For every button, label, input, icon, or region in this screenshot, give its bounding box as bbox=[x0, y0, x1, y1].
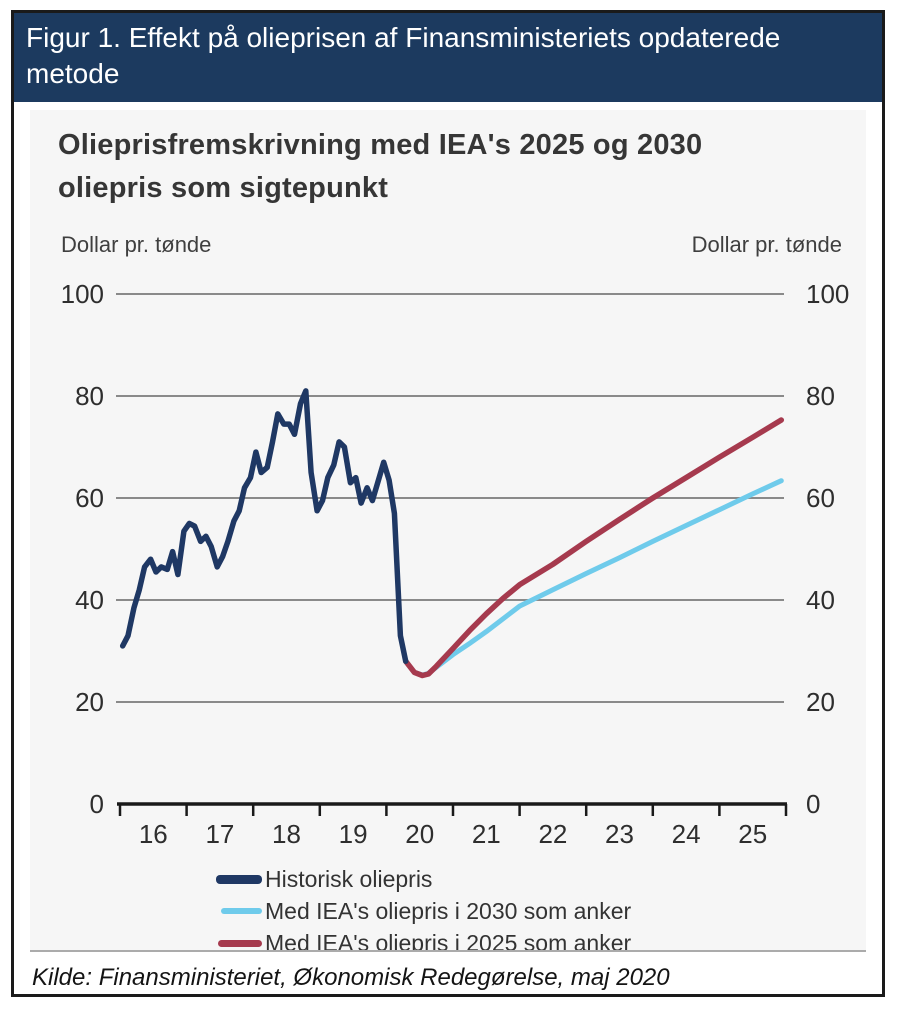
legend-swatch bbox=[216, 874, 262, 884]
legend-label: Med IEA's oliepris i 2025 som anker bbox=[265, 929, 632, 952]
axis-unit-row: Dollar pr. tønde Dollar pr. tønde bbox=[30, 232, 866, 258]
y-tick-label-left: 0 bbox=[90, 789, 104, 819]
chart-legend: Historisk oliepris Med IEA's oliepris i 2… bbox=[216, 863, 866, 952]
y-tick-label-right: 20 bbox=[806, 687, 835, 717]
oil-price-line-chart: 0 0 20 20 40 40 60 60 80 80 100 100 16 17 18 19 20 21 22 23… bbox=[61, 279, 850, 849]
x-tick-label: 17 bbox=[205, 819, 234, 849]
x-tick-label: 19 bbox=[339, 819, 368, 849]
chart-title: Olieprisfremskrivning med IEA's 2025 og … bbox=[58, 129, 703, 204]
chart-area: 0 0 20 20 40 40 60 60 80 80 100 100 16 17 18 19 20 21 22 23… bbox=[30, 264, 866, 861]
y-tick-label-left: 20 bbox=[75, 687, 104, 717]
y-tick-label-left: 100 bbox=[61, 279, 104, 309]
source-note: Kilde: Finansministeriet, Økonomisk Rede… bbox=[32, 964, 670, 991]
legend-label: Historisk oliepris bbox=[265, 865, 433, 892]
left-axis-unit-label: Dollar pr. tønde bbox=[61, 232, 212, 257]
legend-item: Med IEA's oliepris i 2025 som anker bbox=[216, 927, 866, 952]
series-line-2 bbox=[402, 417, 785, 679]
series-line-1 bbox=[403, 478, 784, 678]
x-tick-label: 16 bbox=[139, 819, 168, 849]
x-tick-label: 20 bbox=[405, 819, 434, 849]
right-axis-unit-label: Dollar pr. tønde bbox=[691, 232, 842, 257]
y-tick-label-right: 40 bbox=[806, 585, 835, 615]
legend-item: Med IEA's oliepris i 2030 som anker bbox=[216, 895, 866, 927]
figure-title: Figur 1. Effekt på olieprisen af Finansm… bbox=[14, 13, 882, 102]
x-tick-label: 21 bbox=[472, 819, 501, 849]
chart-panel: Olieprisfremskrivning med IEA's 2025 og … bbox=[30, 110, 866, 952]
x-tick-label: 24 bbox=[672, 819, 701, 849]
x-tick-label: 22 bbox=[538, 819, 567, 849]
x-tick-label: 23 bbox=[605, 819, 634, 849]
y-tick-label-right: 0 bbox=[806, 789, 820, 819]
y-tick-label-left: 40 bbox=[75, 585, 104, 615]
legend-swatch bbox=[216, 939, 262, 947]
x-tick-label: 25 bbox=[738, 819, 767, 849]
x-tick-label: 18 bbox=[272, 819, 301, 849]
y-tick-label-left: 60 bbox=[75, 483, 104, 513]
series-line-0 bbox=[119, 388, 409, 664]
y-tick-label-right: 80 bbox=[806, 381, 835, 411]
y-tick-label-right: 100 bbox=[806, 279, 849, 309]
legend-item: Historisk oliepris bbox=[216, 863, 866, 895]
y-tick-label-right: 60 bbox=[806, 483, 835, 513]
y-tick-label-left: 80 bbox=[75, 381, 104, 411]
figure-frame: Figur 1. Effekt på olieprisen af Finansm… bbox=[11, 10, 885, 997]
legend-swatch bbox=[216, 908, 262, 914]
legend-label: Med IEA's oliepris i 2030 som anker bbox=[265, 897, 632, 924]
